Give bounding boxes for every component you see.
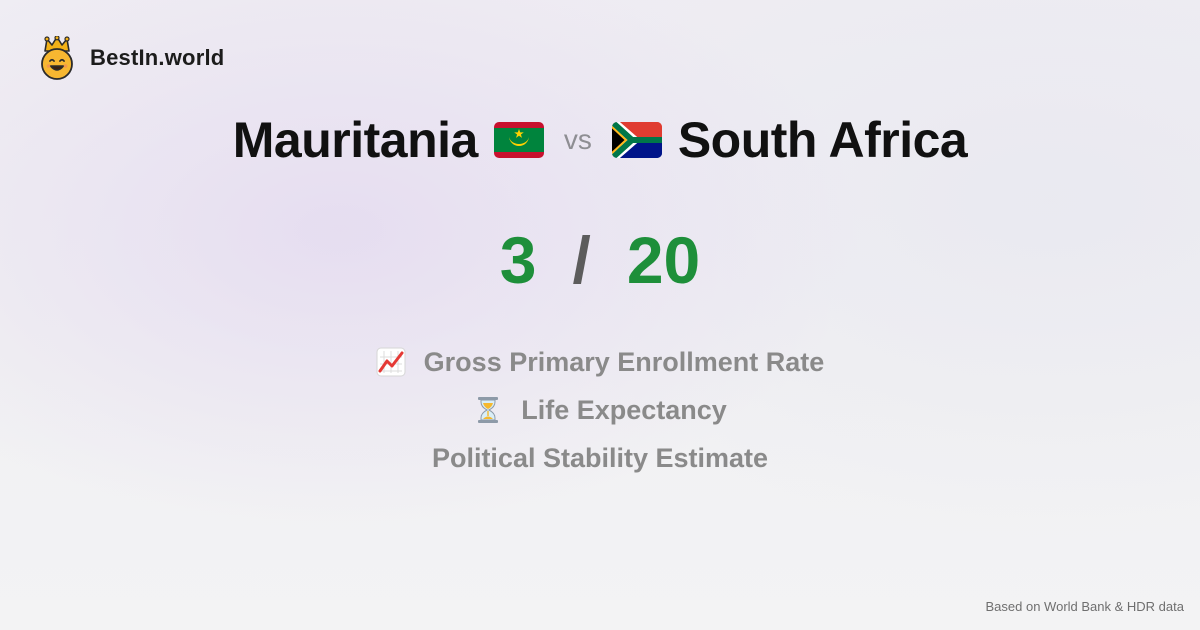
score: 3 / 20 [0, 220, 1200, 300]
list-item: Political Stability Estimate [432, 434, 768, 482]
mauritania-flag-icon [493, 122, 544, 158]
list-item: Gross Primary Enrollment Rate [376, 338, 825, 386]
metric-label: Life Expectancy [521, 394, 727, 425]
left-country-name: Mauritania [232, 112, 479, 168]
brand-name: BestIn.world [90, 45, 225, 70]
chart-increasing-icon [376, 347, 406, 377]
metric-label: Gross Primary Enrollment Rate [423, 346, 825, 377]
metrics-list: Gross Primary Enrollment Rate Life Expec… [0, 338, 1200, 482]
brand[interactable]: BestIn.world [38, 36, 224, 80]
crown-smiley-icon [41, 36, 73, 80]
right-country-name: South Africa [677, 112, 968, 168]
south-africa-flag-icon [611, 122, 662, 158]
right-score: 20 [626, 223, 701, 297]
metric-label: Political Stability Estimate [431, 442, 769, 473]
score-separator: / [572, 223, 591, 297]
left-score: 3 [499, 223, 537, 297]
list-item: Life Expectancy [473, 386, 727, 434]
data-source-note: Based on World Bank & HDR data [985, 599, 1184, 614]
comparison-title: Mauritania vs South Africa [0, 108, 1200, 172]
vs-label: vs [563, 124, 592, 155]
hourglass-icon [478, 397, 499, 423]
